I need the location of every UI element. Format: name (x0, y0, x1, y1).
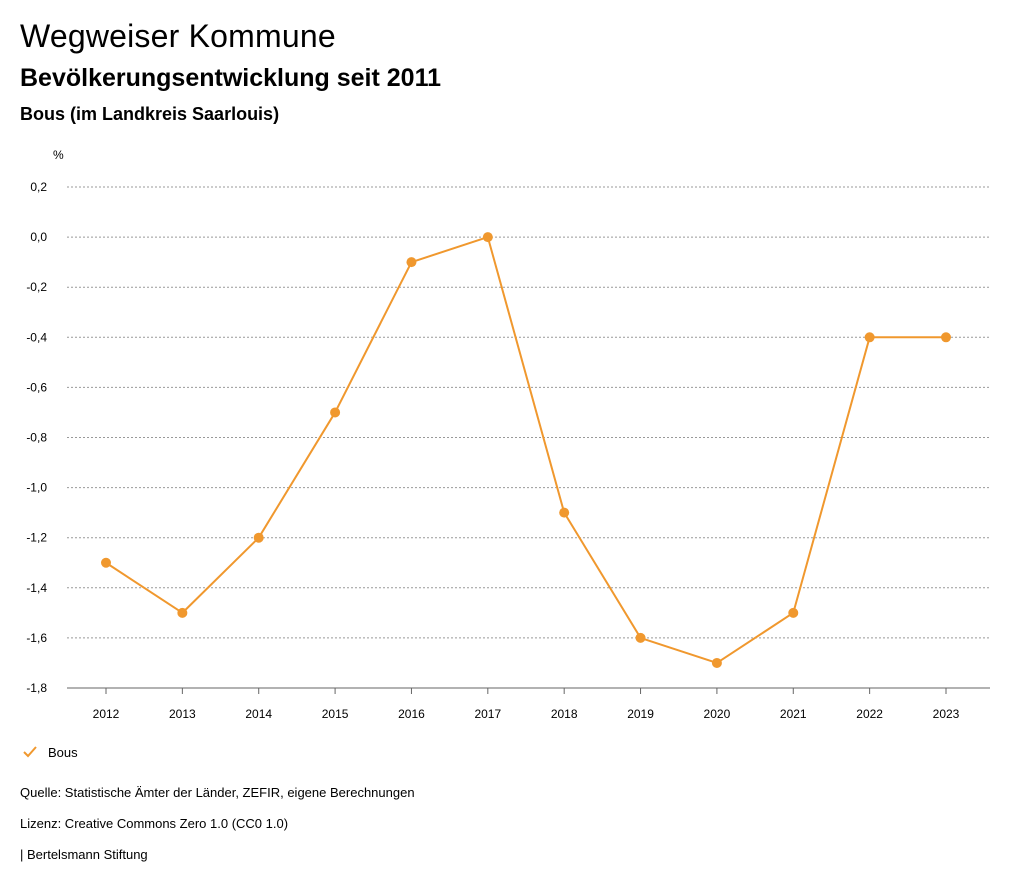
data-point[interactable] (711, 657, 722, 668)
data-point[interactable] (177, 607, 188, 618)
data-point[interactable] (788, 607, 799, 618)
data-point[interactable] (941, 332, 951, 343)
y-tick-label: 0,0 (30, 230, 47, 244)
line-chart: % 0,2 0,0 -0,2 -0,4 -0,6 -0,8 -1,0 -1,2 -1,4 -1,6 -… (26, 148, 990, 721)
data-point[interactable] (330, 407, 341, 418)
x-tick-label: 2016 (398, 707, 425, 721)
data-point[interactable] (864, 332, 875, 343)
y-tick-label: -1,4 (26, 581, 47, 595)
data-point[interactable] (482, 232, 493, 243)
data-point[interactable] (101, 557, 111, 568)
chart-subtitle: Bevölkerungsentwicklung seit 2011 (20, 64, 441, 92)
x-tick-label: 2020 (704, 707, 731, 721)
publisher-text: | Bertelsmann Stiftung (20, 847, 148, 862)
y-unit-label: % (53, 148, 64, 162)
x-tick-label: 2021 (780, 707, 807, 721)
data-point[interactable] (406, 257, 417, 268)
grid-lines (67, 186, 990, 689)
legend[interactable]: Bous (22, 744, 78, 760)
y-tick-label: -1,0 (26, 481, 47, 495)
data-point[interactable] (559, 507, 570, 518)
y-tick-label: -1,8 (26, 681, 47, 695)
y-tick-label: -0,6 (26, 380, 47, 394)
data-point[interactable] (253, 532, 264, 543)
page-title: Wegweiser Kommune (20, 18, 336, 54)
x-tick-label: 2013 (169, 707, 196, 721)
y-tick-label: -0,8 (26, 431, 47, 445)
x-tick-label: 2015 (322, 707, 349, 721)
region-label: Bous (im Landkreis Saarlouis) (20, 104, 280, 124)
source-text: Quelle: Statistische Ämter der Länder, Z… (20, 785, 415, 800)
y-tick-label: -0,4 (26, 330, 47, 344)
x-tick-label: 2023 (933, 707, 960, 721)
y-tick-label: -1,6 (26, 631, 47, 645)
data-point[interactable] (635, 632, 646, 643)
x-tick-label: 2012 (93, 707, 120, 721)
y-tick-label: -1,2 (26, 531, 47, 545)
x-tick-label: 2017 (474, 707, 501, 721)
x-tick-label: 2018 (551, 707, 578, 721)
x-tick-label: 2014 (245, 707, 272, 721)
legend-label: Bous (48, 744, 78, 760)
axes: % 0,2 0,0 -0,2 -0,4 -0,6 -0,8 -1,0 -1,2 -1,4 -1,6 -… (26, 148, 990, 721)
x-tick-label: 2019 (627, 707, 654, 721)
series-line (105, 236, 946, 664)
series-layer (101, 232, 951, 668)
license-text: Lizenz: Creative Commons Zero 1.0 (CC0 1… (20, 816, 289, 831)
checkmark-icon (23, 746, 37, 758)
y-tick-label: 0,2 (30, 180, 47, 194)
x-tick-label: 2022 (856, 707, 883, 721)
y-tick-label: -0,2 (26, 280, 47, 294)
